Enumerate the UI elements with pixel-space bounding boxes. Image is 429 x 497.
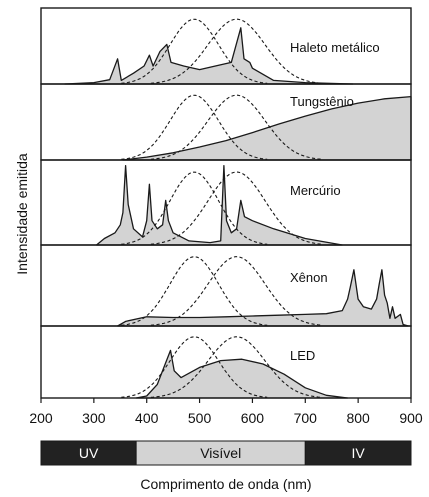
x-tick-label-6: 800 <box>346 410 370 426</box>
cone-curve-3-1 <box>150 256 323 326</box>
cone-curve-4-1 <box>150 336 323 398</box>
panel-label-1: Tungstênio <box>290 94 354 109</box>
band-segment-2 <box>304 440 412 466</box>
panel-label-4: LED <box>290 348 315 363</box>
panel-2: Mercúrio <box>40 159 412 246</box>
spectrum-area-0 <box>64 27 354 85</box>
panel-label-2: Mercúrio <box>290 183 341 198</box>
cone-curve-0-0 <box>121 18 268 84</box>
band-segment-0 <box>40 440 137 466</box>
y-axis-label: Intensidade emitida <box>14 153 30 275</box>
spectrum-area-3 <box>116 269 410 327</box>
spectrum-area-2 <box>95 164 343 246</box>
band-segment-1 <box>135 440 306 466</box>
x-tick-label-0: 200 <box>29 410 53 426</box>
panel-label-0: Haleto metálico <box>290 40 380 55</box>
cone-curve-3-0 <box>121 256 268 326</box>
cone-curve-1-0 <box>121 94 268 160</box>
x-axis-label: Comprimento de onda (nm) <box>140 476 311 492</box>
panels-layer: Haleto metálico Tungstênio Mercúrio Xênon LE… <box>40 7 412 399</box>
cone-curve-1-1 <box>150 94 323 160</box>
x-tick-label-7: 900 <box>399 410 423 426</box>
panel-3: Xênon <box>40 244 412 327</box>
cone-curve-2-1 <box>150 171 323 245</box>
panel-0: Haleto metálico <box>40 7 412 85</box>
x-tick-label-4: 600 <box>241 410 265 426</box>
x-tick-label-1: 300 <box>82 410 106 426</box>
band-label-1: Visível <box>200 445 241 461</box>
band-label-0: UV <box>79 445 99 461</box>
panel-1: Tungstênio <box>40 83 412 161</box>
panel-frame-4 <box>40 325 412 399</box>
x-ticks: 200 300 400 500 600 700 800 900 <box>29 398 423 426</box>
x-tick-label-2: 400 <box>135 410 159 426</box>
panel-label-3: Xênon <box>290 270 328 285</box>
spectrum-band: UV Visível IV <box>40 440 412 466</box>
spectrum-area-4 <box>135 349 349 399</box>
band-label-2: IV <box>352 445 366 461</box>
x-tick-label-3: 500 <box>188 410 212 426</box>
cone-curve-0-1 <box>150 18 323 84</box>
panel-4: LED <box>40 325 412 399</box>
cone-curve-2-0 <box>121 171 268 245</box>
x-tick-label-5: 700 <box>294 410 318 426</box>
spectrum-area-1 <box>122 95 412 161</box>
